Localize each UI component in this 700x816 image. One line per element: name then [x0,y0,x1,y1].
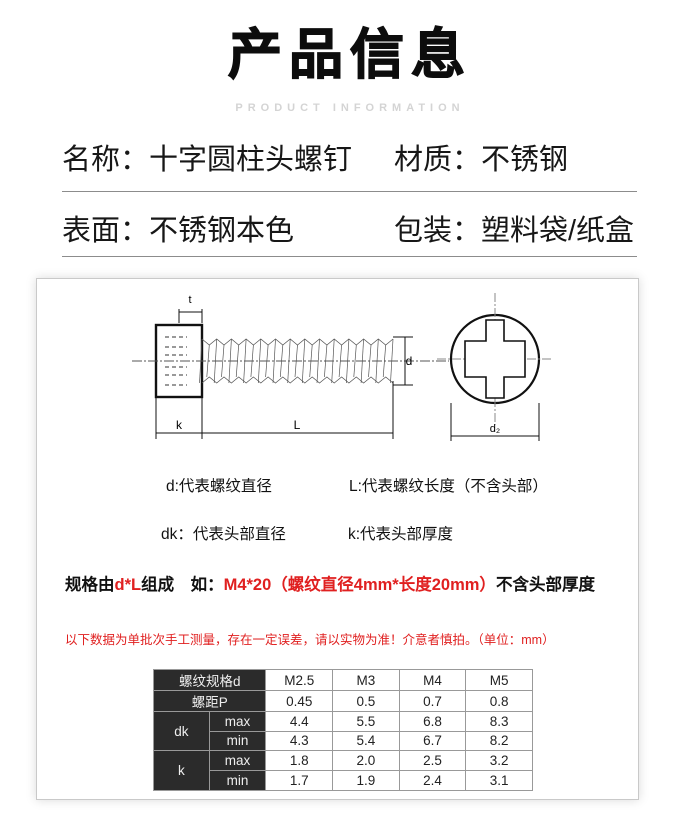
svg-text:d: d [406,354,413,368]
svg-text:k: k [176,418,183,432]
svg-text:t: t [188,294,191,306]
svg-text:d₂: d₂ [490,423,500,435]
svg-text:L: L [294,418,301,432]
